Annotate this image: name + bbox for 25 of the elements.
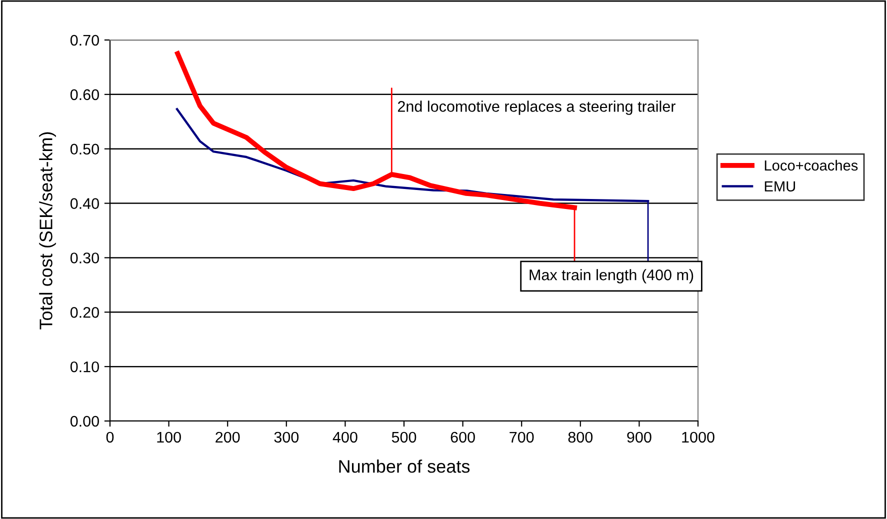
y-tick-label: 0.20 [70,307,99,318]
x-tick-label: 900 [627,432,652,443]
annotation: Max train length (400 m) [530,269,694,284]
y-tick-label: 0.60 [70,89,99,100]
y-tick-label: 0.30 [70,252,99,264]
x-tick-label: 200 [216,432,240,443]
x-tick-label: 500 [392,432,416,443]
x-tick-label: 1000 [682,432,714,443]
y-tick-label: 0.40 [70,198,99,209]
annotation: 2nd locomotive replaces a steering trailer [398,100,676,115]
y-tick-label: 0.70 [70,34,99,46]
x-tick-label: 0 [106,432,114,443]
legend-label: Loco+coaches [764,160,858,171]
y-tick-label: 0.50 [70,144,99,155]
x-tick-label: 600 [450,432,475,443]
x-tick-label: 300 [274,432,299,443]
x-tick-label: 700 [510,432,534,443]
x-tick-label: 800 [568,432,593,443]
y-tick-label: 0.00 [70,416,99,427]
y-tick-label: 0.10 [70,361,99,372]
y-axis-title: Total cost (SEK/seat-km) [39,132,56,330]
x-axis-title: Number of seats [339,460,470,473]
x-tick-label: 400 [332,432,358,443]
legend-label: EMU [764,181,795,192]
x-tick-label: 100 [157,432,181,443]
